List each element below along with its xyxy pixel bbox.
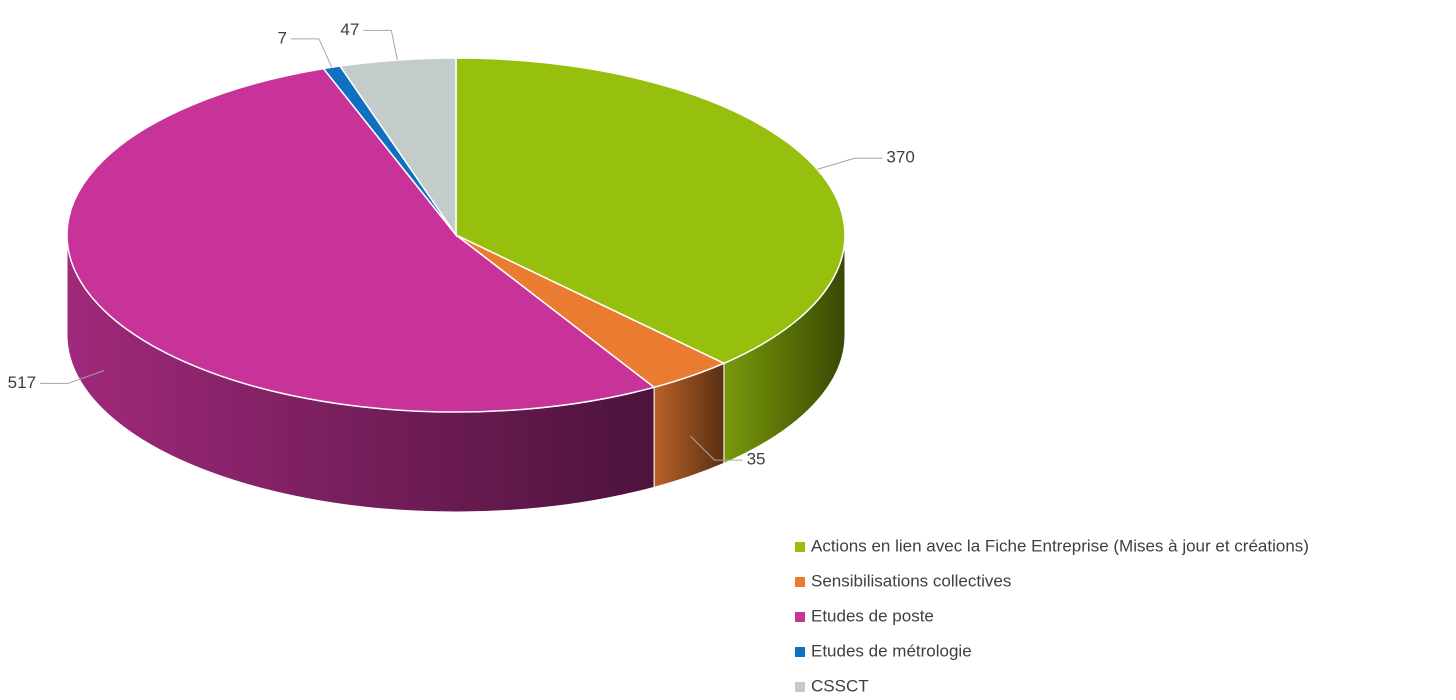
legend-label: Etudes de poste — [811, 606, 934, 625]
pie-slice — [66, 67, 656, 413]
legend-swatch — [795, 647, 805, 657]
leader-line — [690, 435, 743, 461]
legend-swatch — [795, 542, 805, 552]
legend-label: Sensibilisations collectives — [811, 571, 1011, 590]
data-label: 47 — [340, 20, 359, 39]
legend-label: CSSCT — [811, 676, 869, 695]
data-label: 7 — [278, 28, 287, 47]
data-label: 370 — [886, 148, 914, 167]
leader-line — [817, 157, 883, 170]
data-label: 517 — [8, 373, 36, 392]
leader-line — [290, 38, 333, 68]
pie-slice — [455, 57, 846, 365]
legend-label: Etudes de métrologie — [811, 641, 972, 660]
legend-label: Actions en lien avec la Fiche Entreprise… — [811, 536, 1309, 555]
data-label: 35 — [747, 450, 766, 469]
leader-line — [40, 370, 105, 384]
legend-swatch — [795, 612, 805, 622]
legend-swatch — [795, 577, 805, 587]
legend-swatch — [795, 682, 805, 692]
leader-line — [363, 29, 398, 61]
